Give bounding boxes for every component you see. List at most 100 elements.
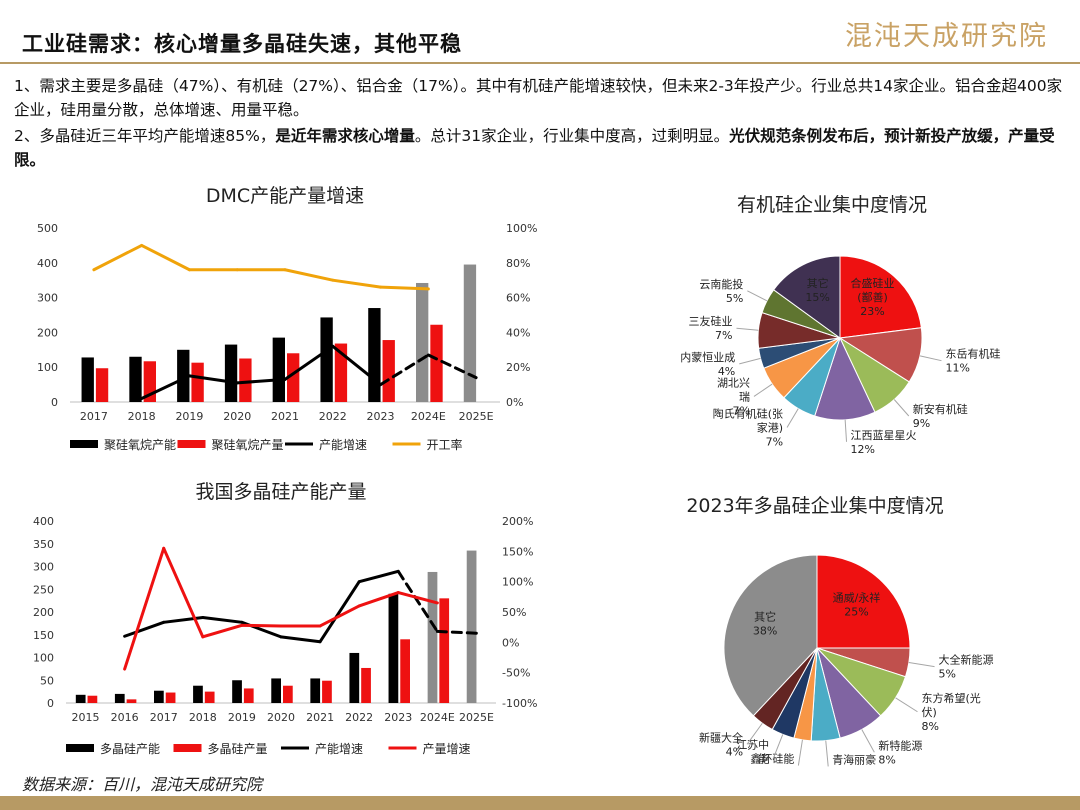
- bar-output: [400, 639, 410, 703]
- x-tick-label: 2021: [271, 410, 299, 423]
- line-segment-b: [318, 604, 361, 628]
- bar-capacity: [154, 690, 164, 703]
- pie-label-line: 4%: [726, 745, 743, 758]
- legend-label: 多晶硅产量: [208, 742, 268, 756]
- pie-label-line: 其它: [754, 609, 776, 623]
- pie-leader-line: [797, 739, 803, 766]
- pie-leader-line: [893, 399, 910, 417]
- pie-slice-label: 新特能源 8%: [878, 738, 922, 766]
- x-tick-label: 2019: [175, 410, 203, 423]
- pie-label-line: 15%: [805, 291, 829, 304]
- chart-title: 2023年多晶硅企业集中度情况: [686, 495, 943, 517]
- title-divider: [0, 62, 1080, 64]
- y-left-tick-label: 250: [33, 583, 54, 596]
- x-tick-label: 2024E: [411, 410, 446, 423]
- bar-output: [430, 324, 443, 402]
- bar-output: [239, 358, 252, 402]
- line-segment-a: [187, 374, 239, 385]
- dmc-capacity-output-chart: DMC产能产量增速 0 100 200 300 400 500 0% 20% 40% 60% 80% 1…: [37, 185, 537, 452]
- bar-capacity: [224, 344, 238, 402]
- chart-title: 有机硅企业集中度情况: [737, 194, 927, 216]
- pie-label-line: 三友硅业: [688, 314, 732, 328]
- y-right-tick-label: -50%: [502, 667, 530, 680]
- line-segment-b: [379, 285, 430, 291]
- bar-output: [439, 598, 450, 703]
- bar-output: [165, 692, 176, 703]
- pie-slice-label: 云南能投 5%: [699, 277, 743, 305]
- pie-label-line: 25%: [844, 606, 868, 619]
- pie-leader-line: [786, 408, 799, 428]
- line-segment-a: [140, 374, 191, 401]
- x-tick-label: 2015: [72, 711, 100, 724]
- bar-capacity: [463, 264, 477, 402]
- pie-slice-label: 其它 15%: [805, 276, 829, 304]
- y-left-tick-label: 300: [37, 292, 58, 305]
- pie-slice-label: 东岳有机硅 11%: [945, 347, 1000, 375]
- bar-capacity: [114, 693, 125, 703]
- x-tick-label: 2024E: [420, 711, 455, 724]
- bullet2-highlight-increment: 是近年需求核心增量: [275, 127, 415, 145]
- pie-label-line: 其它: [807, 276, 829, 290]
- bar-output: [204, 691, 215, 703]
- y-left-tick-label: 0: [51, 396, 58, 409]
- pie-label-line: 合盛硅业: [851, 276, 895, 290]
- legend-swatch: [177, 440, 206, 448]
- pie-label-line: 7%: [715, 329, 732, 342]
- y-left-tick-label: 300: [33, 561, 54, 574]
- pie-leader-line: [746, 722, 763, 745]
- pie-label-line: 7%: [733, 404, 750, 417]
- legend-swatch: [66, 744, 94, 752]
- line-segment-a: [426, 353, 478, 380]
- footer-bar: [0, 796, 1080, 810]
- pie-leader-line: [772, 734, 784, 759]
- pie-slice-label: 湖北兴瑞 7%: [717, 376, 750, 417]
- y-right-tick-label: 0%: [506, 396, 523, 409]
- bar-capacity: [320, 317, 333, 402]
- bar-capacity: [271, 678, 281, 703]
- pie-label-line: 内蒙恒业成: [680, 350, 735, 364]
- x-tick-label: 2021: [306, 711, 334, 724]
- y-left-tick-label: 50: [40, 674, 54, 687]
- x-tick-label: 2022: [345, 711, 373, 724]
- y-left-tick-label: 100: [37, 361, 58, 374]
- legend-label: 开工率: [427, 437, 463, 452]
- pie-label-line: 8%: [878, 753, 895, 766]
- pie-label-line: 38%: [753, 624, 777, 637]
- y-left-tick-label: 150: [33, 629, 54, 642]
- bar-output: [243, 688, 254, 703]
- chart-title: 我国多晶硅产能产量: [195, 481, 366, 503]
- bar-output: [191, 362, 204, 402]
- bar-capacity: [416, 282, 429, 402]
- y-right-tick-label: 100%: [502, 576, 533, 589]
- y-right-tick-label: 200%: [502, 515, 533, 528]
- y-right-tick-label: 150%: [502, 545, 533, 558]
- bar-capacity: [129, 356, 142, 402]
- x-tick-label: 2020: [267, 711, 295, 724]
- pie-label-line: 家港): [757, 421, 783, 435]
- pie-leader-line: [895, 697, 918, 713]
- pie-label-line: 新安有机硅: [913, 402, 968, 416]
- pie-slice-label: 其它 38%: [753, 609, 777, 637]
- pie-label-line: 云南能投: [699, 277, 743, 291]
- bar-capacity: [349, 652, 360, 703]
- pie-label-line: 3%: [777, 767, 794, 768]
- pie-slice-label: 通威/永祥 25%: [833, 591, 881, 619]
- pie-leader-line: [825, 740, 829, 767]
- bar-capacity: [368, 308, 381, 402]
- pie-leader-line: [919, 355, 942, 362]
- bar-capacity: [427, 571, 438, 703]
- line-segment-a: [318, 580, 361, 644]
- line-segment-a: [435, 629, 478, 635]
- line-segment-b: [123, 546, 166, 671]
- pie-label-line: 4%: [718, 365, 735, 378]
- pie-label-line: 湖北兴: [717, 376, 750, 389]
- pie-label-line: 东岳有机硅: [945, 347, 1000, 361]
- pie-label-line: 能: [758, 752, 769, 766]
- y-right-tick-label: 60%: [506, 292, 530, 305]
- legend-label: 多晶硅产能: [100, 742, 160, 756]
- y-left-tick-label: 400: [37, 257, 58, 270]
- line-segment-a: [379, 353, 430, 387]
- pie-label-line: 大全新能源: [939, 653, 994, 667]
- x-tick-label: 2016: [111, 711, 139, 724]
- pie-slice-label: 三友硅业 7%: [688, 314, 732, 342]
